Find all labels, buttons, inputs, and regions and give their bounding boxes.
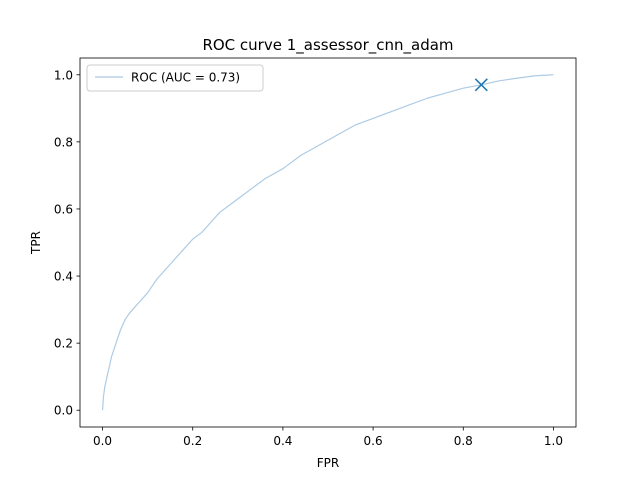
x-tick-label: 0.6 <box>364 434 383 448</box>
y-tick-label: 0.2 <box>54 337 73 351</box>
y-tick-label: 1.0 <box>54 68 73 82</box>
y-tick-label: 0.6 <box>54 202 73 216</box>
y-tick-label: 0.0 <box>54 404 73 418</box>
marker-stroke <box>474 78 488 92</box>
x-tick-label: 0.2 <box>183 434 202 448</box>
threshold-marker <box>474 78 488 92</box>
legend-box <box>86 64 264 92</box>
y-tick-label: 0.4 <box>54 270 73 284</box>
legend: ROC (AUC = 0.73) <box>86 64 264 92</box>
x-tick-label: 1.0 <box>544 434 563 448</box>
chart-title: ROC curve 1_assessor_cnn_adam <box>202 36 453 55</box>
axis-ticks: 0.0 0.2 0.4 0.6 0.8 1.0 0.0 0.2 0.4 0.6 0.8 1.0 <box>54 68 563 448</box>
legend-entry-roc: ROC (AUC = 0.73) <box>131 71 240 85</box>
x-tick-label: 0.0 <box>93 434 112 448</box>
axes-frame <box>79 57 577 428</box>
y-tick-label: 0.8 <box>54 135 73 149</box>
plot-area <box>101 74 554 411</box>
x-axis-label: FPR <box>317 456 339 470</box>
x-tick-label: 0.8 <box>454 434 473 448</box>
y-axis-label: TPR <box>29 231 43 255</box>
roc-curve-line <box>101 74 554 411</box>
x-tick-label: 0.4 <box>273 434 292 448</box>
